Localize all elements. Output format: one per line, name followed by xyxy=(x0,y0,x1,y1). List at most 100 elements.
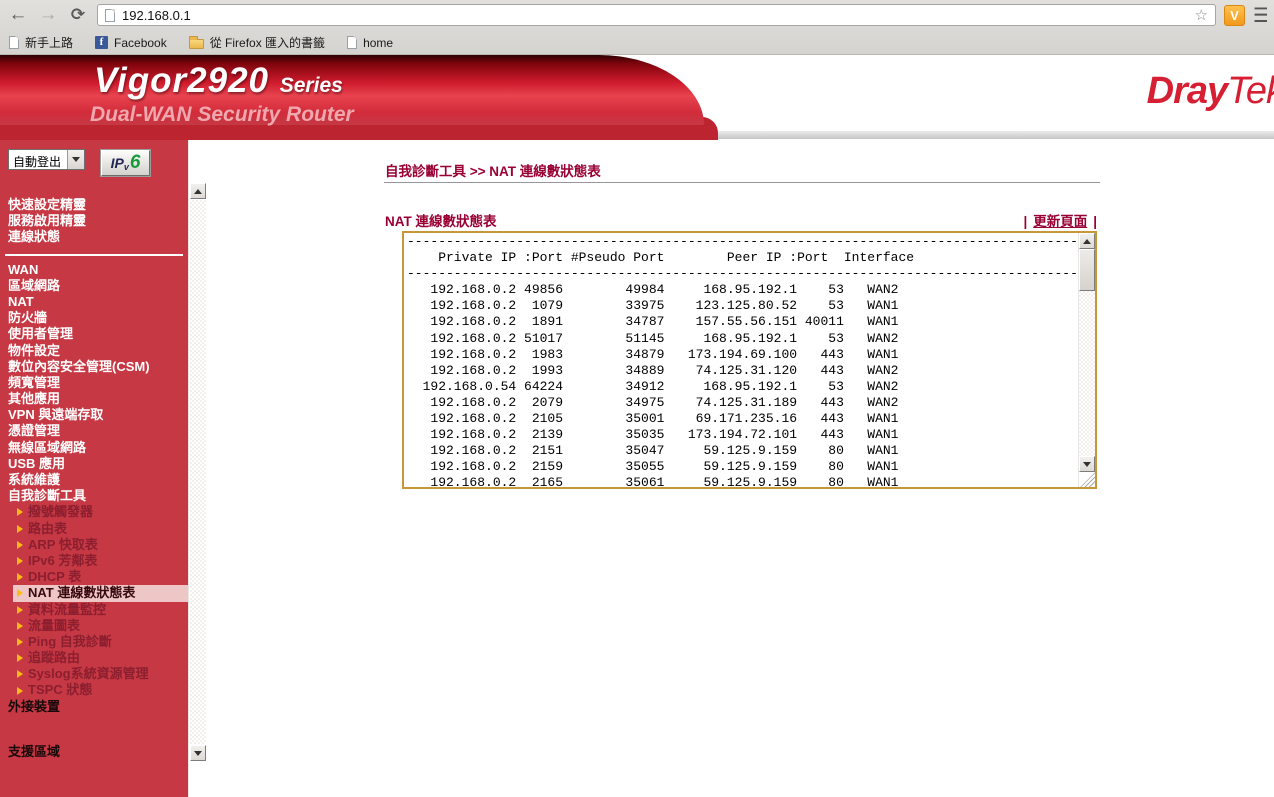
arrow-right-icon xyxy=(17,670,23,679)
arrow-right-icon xyxy=(17,686,23,695)
bookmark-item[interactable]: 新手上路 xyxy=(9,34,73,51)
subitem-label: 流量圖表 xyxy=(28,617,81,633)
arrow-right-icon xyxy=(17,589,23,598)
scrollbar-track[interactable] xyxy=(190,200,206,744)
sidebar-subitem[interactable]: NAT 連線數狀態表 xyxy=(13,585,188,602)
extension-icon[interactable]: V xyxy=(1224,4,1245,26)
arrow-right-icon xyxy=(17,637,23,646)
arrow-right-icon xyxy=(17,573,23,582)
table-scrollbar[interactable] xyxy=(1078,233,1095,487)
sidebar-item[interactable]: NAT xyxy=(8,293,34,309)
browser-chrome: ← → ⟳ 192.168.0.1 ☆ V ☰ 新手上路 Facebook 從 Fi… xyxy=(0,0,1274,55)
ipv6-ip-text: IP xyxy=(110,155,124,171)
sidebar-item[interactable]: 頻寬管理 xyxy=(8,374,61,390)
product-series: Series xyxy=(279,74,343,97)
sidebar-subitem[interactable]: 路由表 xyxy=(13,521,188,537)
sidebar-controls: 自動登出 IP v 6 xyxy=(8,149,150,176)
bookmark-item[interactable]: 從 Firefox 匯入的書籤 xyxy=(188,34,326,51)
sidebar-subitem[interactable]: 流量圖表 xyxy=(13,618,188,634)
sidebar-subitem[interactable]: DHCP 表 xyxy=(13,569,188,585)
scroll-down-button[interactable] xyxy=(190,745,206,761)
subitem-label: IPv6 芳鄰表 xyxy=(28,552,98,568)
subitem-label: NAT 連線數狀態表 xyxy=(28,585,136,601)
pipe-left: | xyxy=(1023,214,1028,229)
arrow-right-icon xyxy=(17,524,23,533)
arrow-right-icon xyxy=(17,605,23,614)
select-dropdown-button[interactable] xyxy=(67,150,84,169)
sidebar-item[interactable]: 物件設定 xyxy=(8,342,61,358)
sidebar-item[interactable]: 自我診斷工具 xyxy=(8,488,87,504)
sidebar-subitem[interactable]: ARP 快取表 xyxy=(13,537,188,553)
arrow-up-icon xyxy=(1083,238,1091,244)
url-text[interactable]: 192.168.0.1 xyxy=(122,7,191,23)
sidebar-item[interactable]: 快速設定精靈 xyxy=(8,197,87,212)
chevron-down-icon xyxy=(72,157,80,162)
sidebar-subitem[interactable]: 資料流量監控 xyxy=(13,602,188,618)
browser-menu-icon[interactable]: ☰ xyxy=(1253,4,1267,27)
brand-dray: Dray xyxy=(1146,70,1228,112)
table-scrollbar-track[interactable] xyxy=(1079,291,1095,456)
sidebar-item[interactable]: 防火牆 xyxy=(8,310,48,326)
sidebar-item[interactable]: 服務啟用精靈 xyxy=(8,213,87,229)
sidebar-subitem[interactable]: Syslog系統資源管理 xyxy=(13,666,188,682)
scroll-up-button[interactable] xyxy=(190,183,206,199)
sidebar-item[interactable]: 其他應用 xyxy=(8,391,61,407)
sidebar-subitem[interactable]: Ping 自我診斷 xyxy=(13,634,188,650)
arrow-down-icon xyxy=(1083,461,1091,467)
sidebar-item[interactable]: 系統維護 xyxy=(8,472,61,487)
sidebar-item[interactable]: WAN xyxy=(8,261,39,277)
auto-logout-select[interactable]: 自動登出 xyxy=(8,149,85,170)
subitem-label: ARP 快取表 xyxy=(28,536,98,552)
bookmark-star-icon[interactable]: ☆ xyxy=(1194,6,1208,24)
sidebar-item[interactable]: 連線狀態 xyxy=(8,229,61,245)
bookmark-label: 從 Firefox 匯入的書籤 xyxy=(209,36,326,50)
sidebar-top-list: 快速設定精靈 服務啟用精靈 連線狀態 xyxy=(0,197,188,246)
refresh-area: | 更新頁面 | xyxy=(1023,210,1097,230)
back-icon[interactable]: ← xyxy=(8,4,28,25)
auto-logout-label: 自動登出 xyxy=(13,155,62,169)
product-logo: Vigor2920 Series xyxy=(94,61,343,101)
sidebar-item[interactable]: 憑證管理 xyxy=(8,423,61,439)
sidebar-bottom-list: 外接裝置 支援區域 xyxy=(0,699,188,760)
browser-toolbar: ← → ⟳ 192.168.0.1 ☆ V ☰ xyxy=(0,0,1274,30)
page-icon xyxy=(105,8,115,22)
url-bar[interactable]: 192.168.0.1 ☆ xyxy=(97,4,1216,26)
sidebar-item[interactable]: 數位內容安全管理(CSM) xyxy=(8,358,150,374)
bookmark-item[interactable]: Facebook xyxy=(95,36,167,50)
sidebar-item[interactable]: 無線區域網路 xyxy=(8,439,87,455)
nat-table-box: ----------------------------------------… xyxy=(402,231,1097,489)
sidebar-item[interactable]: 區域網路 xyxy=(8,277,61,293)
table-scroll-down-button[interactable] xyxy=(1079,456,1095,472)
reload-icon[interactable]: ⟳ xyxy=(70,5,86,24)
sidebar-subitem[interactable]: IPv6 芳鄰表 xyxy=(13,553,188,569)
header-red-banner xyxy=(0,55,704,125)
subitem-label: TSPC 狀態 xyxy=(28,682,93,698)
brand-tek: Tek xyxy=(1227,70,1274,112)
sidebar-subitem[interactable]: 撥號觸發器 xyxy=(13,504,188,520)
sidebar-item[interactable]: VPN 與遠端存取 xyxy=(8,407,104,423)
sidebar-scrollbar[interactable] xyxy=(188,140,206,797)
resize-grip-icon[interactable] xyxy=(1079,472,1095,487)
table-scroll-up-button[interactable] xyxy=(1079,233,1095,249)
subitem-label: 撥號觸發器 xyxy=(28,504,94,520)
sidebar-item[interactable]: 外接裝置 xyxy=(8,698,61,714)
sidebar-item[interactable]: USB 應用 xyxy=(8,455,66,471)
subitem-label: 資料流量監控 xyxy=(28,601,107,617)
subitem-label: 路由表 xyxy=(28,520,68,536)
nat-table-text: ----------------------------------------… xyxy=(407,234,1078,487)
ipv6-v-text: v xyxy=(123,162,129,172)
sidebar-item[interactable]: 使用者管理 xyxy=(8,326,74,342)
sidebar-subitem[interactable]: TSPC 狀態 xyxy=(13,682,188,698)
arrow-right-icon xyxy=(17,557,23,566)
facebook-icon xyxy=(95,36,109,49)
ipv6-button[interactable]: IP v 6 xyxy=(101,150,150,176)
sidebar-item[interactable]: 支援區域 xyxy=(8,743,61,759)
breadcrumb: 自我診斷工具 >> NAT 連線數狀態表 xyxy=(385,164,601,179)
menu-divider xyxy=(0,246,188,262)
refresh-link[interactable]: 更新頁面 xyxy=(1033,214,1088,229)
table-scrollbar-thumb[interactable] xyxy=(1079,249,1095,291)
sidebar-subitem[interactable]: 追蹤路由 xyxy=(13,650,188,666)
bookmark-item[interactable]: home xyxy=(347,36,393,50)
forward-icon[interactable]: → xyxy=(38,4,58,25)
